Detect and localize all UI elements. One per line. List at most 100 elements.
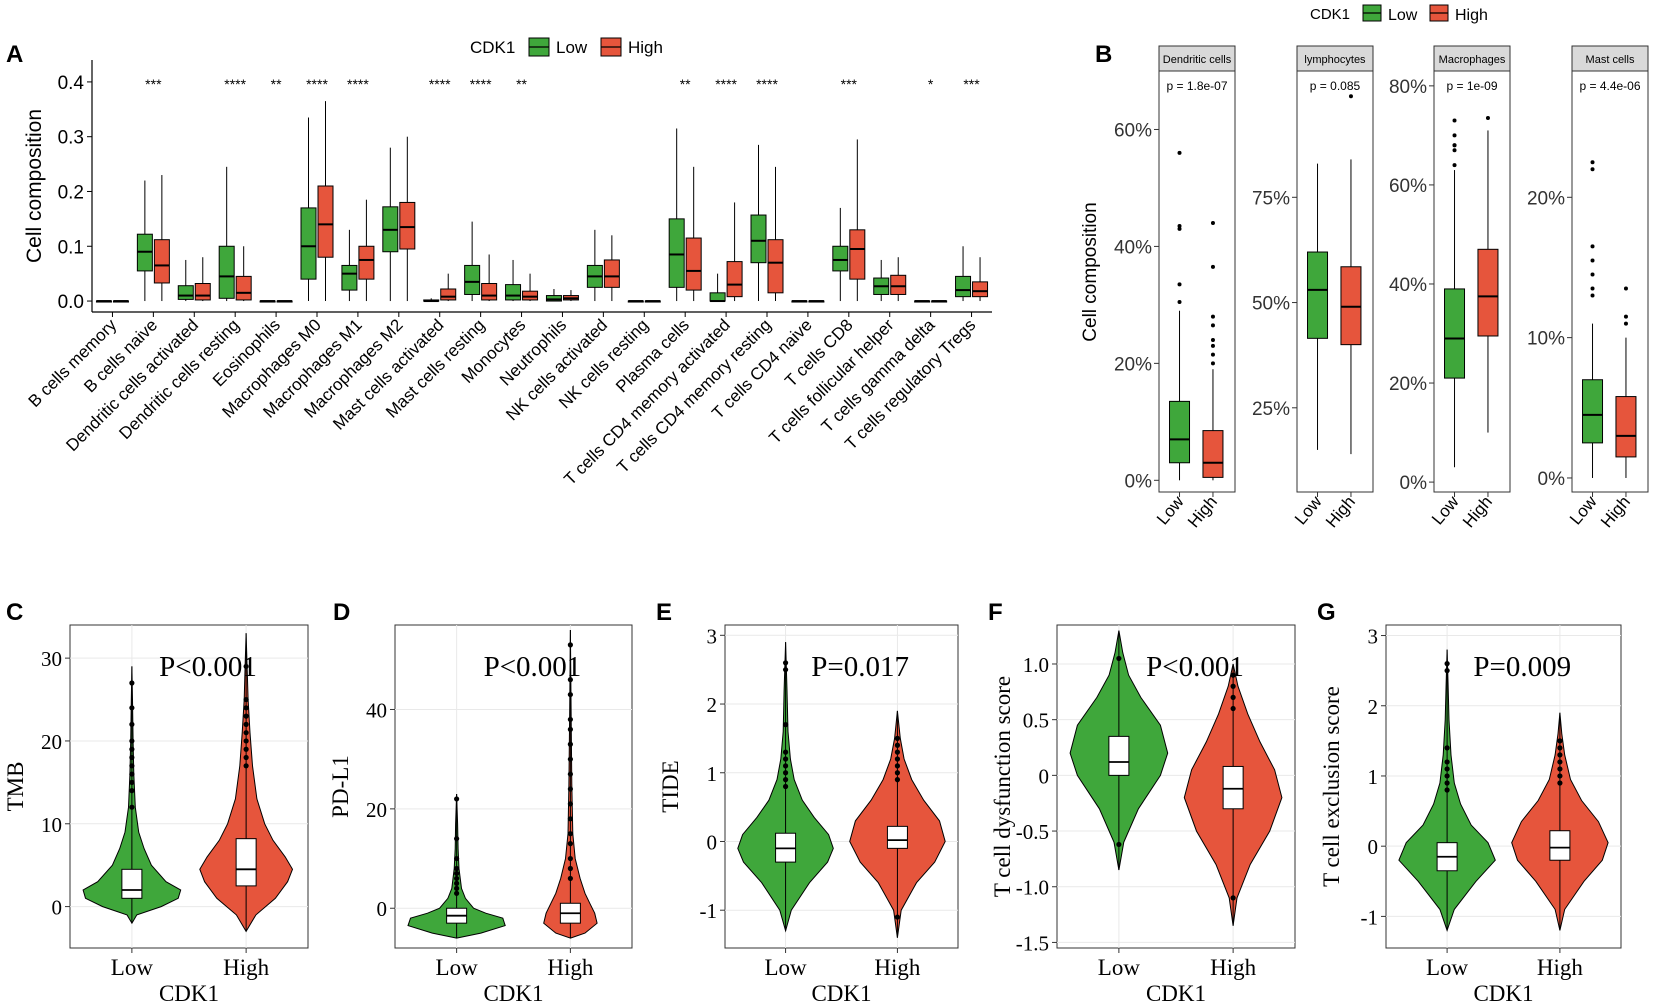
facet-y-tick-label: 10% — [1527, 329, 1565, 350]
violin-outlier-point — [1557, 752, 1563, 758]
violin-outlier-point — [567, 865, 573, 872]
panel-a-y-tick-label: 0.1 — [58, 237, 84, 258]
violin-y-tick-label: 0 — [1368, 835, 1379, 859]
violin-x-tick-label: High — [223, 955, 270, 980]
violin-outlier-point — [567, 716, 573, 723]
violin-outlier-point — [1444, 766, 1450, 772]
panel-a-box-low-box — [341, 264, 358, 291]
panel-a-box-high-box — [767, 239, 784, 294]
panel-a-box-low-box — [668, 218, 685, 288]
violin-y-tick-label: -1 — [700, 899, 718, 923]
facet-y-tick-label: 25% — [1252, 399, 1290, 420]
violin-outlier-point — [567, 786, 573, 792]
violin-outlier-point — [894, 914, 901, 920]
facet-y-tick-label: 60% — [1114, 120, 1152, 141]
legend-a-title: CDK1 — [470, 38, 515, 57]
violin-outlier-point — [1230, 694, 1236, 700]
facet-strip-label: Macrophages — [1439, 54, 1506, 66]
facet-y-tick-label: 20% — [1114, 354, 1152, 375]
panel-a-significance-label: **** — [224, 76, 246, 92]
violin-x-label: CDK1 — [811, 981, 871, 1005]
facet-outlier-point — [1210, 352, 1215, 357]
violin-outlier-point — [782, 777, 789, 783]
violin-outlier-point — [1557, 738, 1563, 744]
violin-outlier-point — [567, 756, 573, 762]
facet-y-tick-label: 80% — [1389, 77, 1427, 98]
facet-outlier-point — [1590, 293, 1595, 298]
facet-box-low-box — [1444, 288, 1466, 379]
panel-a-box-high-box — [317, 185, 334, 258]
violin-outlier-point — [243, 713, 249, 719]
violin-outlier-point — [129, 771, 135, 777]
facet-outlier-point — [1210, 361, 1215, 366]
violin-x-tick-label: High — [1537, 955, 1584, 980]
facet-outlier-point — [1177, 226, 1182, 231]
panel-a-significance-label: **** — [715, 76, 737, 92]
violin-y-label: PD-L1 — [328, 755, 353, 818]
violin-outlier-point — [129, 788, 135, 794]
facet-outlier-point — [1452, 163, 1457, 168]
panel-a-box-high-box — [603, 259, 620, 288]
violin-outlier-point — [782, 770, 789, 776]
violin-outlier-point — [894, 763, 901, 769]
violin-outlier-point — [1230, 683, 1236, 689]
violin-outlier-point — [782, 783, 789, 790]
panel-label-e: E — [656, 599, 672, 626]
facet-outlier-point — [1485, 116, 1490, 121]
panel-a-box-low-box — [177, 285, 194, 300]
panel-a-box-high-box — [358, 245, 375, 280]
facet-p-value: p = 4.4e-06 — [1579, 79, 1640, 93]
violin-outlier-point — [567, 741, 573, 747]
panel-a-significance-label: ** — [680, 76, 691, 92]
facet-y-tick-label: 60% — [1389, 176, 1427, 197]
panel-a-box-high-box — [522, 290, 539, 301]
violin-y-tick-label: 30 — [41, 647, 62, 671]
violin-outlier-point — [454, 875, 460, 882]
violin-p-value: P=0.017 — [811, 651, 909, 683]
facet-x-tick-label: High — [1459, 492, 1496, 531]
facet-outlier-point — [1623, 321, 1628, 326]
panel-a-box-low-box — [218, 245, 235, 299]
facet-outlier-point — [1623, 314, 1628, 319]
facet-outlier-point — [1590, 160, 1595, 165]
violin-y-label: T cell dysfunction score — [990, 676, 1015, 897]
panel-a-significance-label: * — [928, 76, 934, 92]
facet-x-tick-label: High — [1184, 492, 1221, 531]
violin-outlier-point — [1557, 773, 1563, 779]
violin-outlier-point — [1444, 780, 1450, 786]
facet-outlier-point — [1177, 150, 1182, 155]
facet-y-tick-label: 75% — [1252, 188, 1290, 209]
facet-panel-border — [1433, 70, 1511, 493]
violin-y-tick-label: 1 — [707, 762, 718, 786]
violin-y-tick-label: 1 — [1368, 765, 1379, 789]
violin-outlier-point — [129, 754, 135, 761]
facet-outlier-point — [1210, 264, 1215, 269]
violin-outlier-point — [243, 763, 249, 769]
violin-outlier-point — [567, 642, 573, 648]
violin-outlier-point — [567, 726, 573, 732]
panel-a-box-high-box — [235, 275, 252, 301]
violin-outlier-point — [1116, 841, 1122, 848]
facet-box-high-box — [1477, 248, 1499, 337]
violin-y-tick-label: 3 — [707, 624, 718, 648]
violin-outlier-point — [567, 691, 573, 698]
facet-outlier-point — [1177, 299, 1182, 304]
panel-a-box-low-box — [750, 214, 767, 264]
panel-a-box-low-box — [832, 245, 849, 272]
violin-x-tick-label: Low — [1098, 955, 1141, 980]
facet-box-high-box — [1202, 430, 1224, 478]
facet-outlier-point — [1590, 272, 1595, 277]
violin-y-tick-label: 0 — [1039, 764, 1050, 788]
violin-y-label: TIDE — [658, 760, 683, 812]
facet-box-high-box — [1615, 396, 1637, 458]
panel-a-box-high-box — [685, 237, 702, 291]
facet-outlier-point — [1177, 282, 1182, 287]
facet-outlier-point — [1590, 244, 1595, 249]
violin-inner-box — [1222, 765, 1244, 810]
violin-outlier-point — [567, 841, 573, 847]
facet-y-tick-label: 0% — [1400, 473, 1428, 494]
violin-x-label: CDK1 — [483, 981, 543, 1005]
violin-outlier-point — [243, 696, 249, 703]
panel-a-box-high-box — [440, 288, 457, 301]
